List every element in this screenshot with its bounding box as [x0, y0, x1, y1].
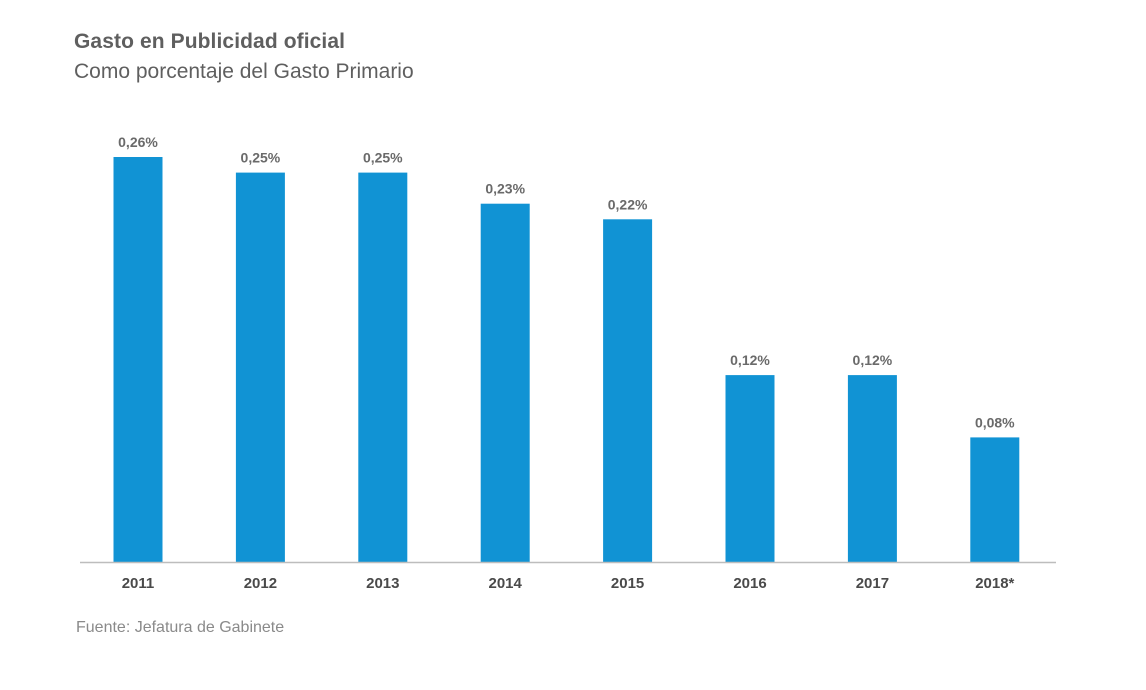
- chart-subtitle: Como porcentaje del Gasto Primario: [74, 60, 414, 83]
- x-tick-label: 2011: [122, 575, 155, 592]
- bar-2014: [480, 203, 530, 562]
- data-label: 0,22%: [608, 196, 648, 212]
- source-note: Fuente: Jefatura de Gabinete: [76, 619, 285, 636]
- x-tick-label: 2017: [856, 575, 889, 592]
- data-label: 0,12%: [730, 352, 770, 368]
- data-label: 0,23%: [485, 181, 525, 197]
- x-tick-labels-layer: 2011 2012 2013 2014 2015 2016 2017 2018*: [122, 575, 1015, 592]
- bars-layer: [113, 157, 1020, 563]
- x-tick-label: 2012: [244, 575, 277, 592]
- data-label: 0,25%: [363, 150, 403, 166]
- x-tick-label: 2016: [733, 575, 766, 592]
- data-label: 0,25%: [241, 150, 281, 166]
- data-labels-layer: 0,26% 0,25% 0,25% 0,23% 0,22% 0,12% 0,12% 0,08%: [118, 134, 1015, 430]
- x-tick-label: 2014: [489, 575, 523, 592]
- bar-2017: [847, 375, 897, 562]
- bar-2011: [113, 157, 163, 562]
- data-label: 0,08%: [975, 414, 1015, 430]
- x-tick-label: 2013: [366, 575, 399, 592]
- data-label: 0,12%: [853, 352, 893, 368]
- chart-title: Gasto en Publicidad oficial: [74, 30, 346, 53]
- bar-2015: [603, 219, 653, 563]
- bar-2012: [235, 172, 285, 562]
- bar-2016: [725, 375, 775, 562]
- x-tick-label: 2015: [611, 575, 644, 592]
- x-tick-label: 2018*: [975, 575, 1014, 592]
- bar-2013: [358, 172, 408, 562]
- bar-2018-est: [970, 437, 1020, 562]
- data-label: 0,26%: [118, 134, 158, 150]
